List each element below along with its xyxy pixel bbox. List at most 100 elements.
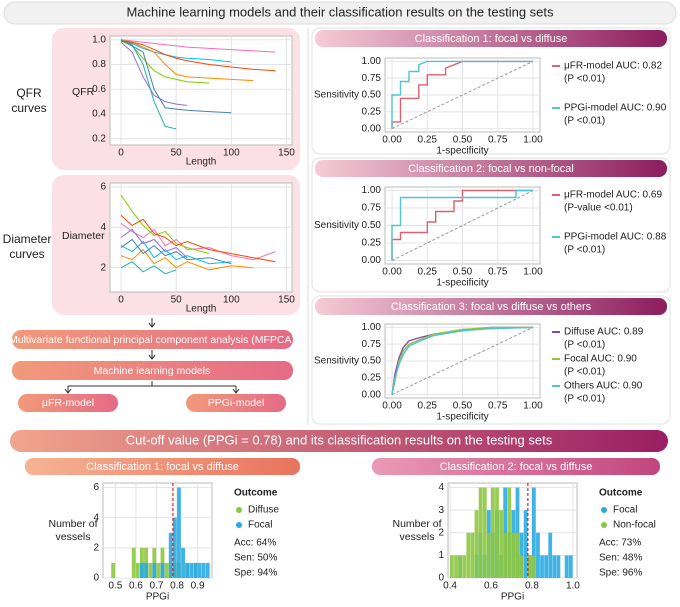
panel-title: Classification 2: focal vs non-focal — [408, 163, 574, 175]
y-tick-label: 2 — [100, 262, 106, 273]
x-axis-label: Length — [186, 304, 217, 315]
y-axis-label: Sensitivity — [314, 90, 359, 101]
x-tick-label: 0.50 — [453, 401, 473, 412]
x-tick-label: 0.50 — [453, 135, 473, 146]
chance-line — [391, 190, 534, 261]
legend-title: Outcome — [599, 488, 643, 499]
y-tick-label: 0.00 — [362, 123, 382, 134]
flow-label: Multivariate functional principal compon… — [9, 334, 295, 346]
plot-area — [109, 182, 293, 293]
legend-label: Focal AUC: 0.90 — [564, 354, 637, 365]
x-tick-label: 0.8 — [525, 581, 539, 592]
x-tick-label: 100 — [223, 148, 240, 159]
bar — [523, 510, 528, 578]
y-tick-label: 0.25 — [362, 106, 382, 117]
legend-swatch — [236, 522, 242, 528]
x-tick-label: 0.6 — [129, 581, 143, 592]
legend-label: Others AUC: 0.90 — [564, 381, 643, 392]
series-line — [120, 228, 188, 259]
x-tick-label: 0.50 — [453, 267, 473, 278]
bar — [152, 562, 157, 578]
section-title: Cut-off value (PPGi = 0.78) and its clas… — [126, 432, 553, 447]
bar — [474, 510, 479, 578]
arrows — [64, 318, 240, 394]
bar — [131, 547, 136, 578]
bar — [564, 555, 569, 578]
series-line — [391, 189, 533, 261]
bar — [556, 555, 561, 578]
y-tick-label: 6 — [93, 482, 99, 493]
bar — [503, 532, 508, 578]
y-axis-label: Number of vessels — [48, 518, 98, 543]
x-tick-label: 0.6 — [484, 581, 498, 592]
x-tick-label: 0.00 — [382, 401, 402, 412]
series-line — [120, 240, 232, 265]
legend-note: (P <0.01) — [564, 74, 605, 85]
stat-label: Acc: 64% — [234, 538, 276, 549]
bar — [519, 555, 524, 578]
bar — [185, 562, 190, 578]
y-tick-label: 2 — [438, 527, 444, 538]
bar — [507, 487, 512, 578]
legend-swatch — [601, 522, 607, 528]
legend-label: Focal — [613, 505, 637, 516]
bar — [462, 555, 467, 578]
panel-title: Classification 1: focal vs diffuse — [415, 33, 568, 45]
panel-header — [372, 458, 660, 475]
x-tick-label: 100 — [223, 295, 240, 306]
bar — [205, 562, 210, 578]
series-line — [391, 189, 533, 261]
bar — [466, 532, 471, 578]
x-tick-label: 150 — [278, 295, 295, 306]
bar — [160, 562, 165, 578]
bar — [552, 555, 557, 578]
series-line — [120, 248, 254, 271]
y-tick-label: 1 — [438, 550, 444, 561]
bar — [470, 532, 475, 578]
bar — [177, 487, 181, 578]
x-tick-label: 1.00 — [523, 135, 543, 146]
bar — [144, 562, 148, 578]
x-tick-label: 0.5 — [108, 581, 122, 592]
y-tick-label: 0.8 — [92, 59, 106, 70]
y-axis-label: Diameter — [62, 230, 105, 242]
bar — [531, 487, 536, 578]
y-tick-label: 0.4 — [92, 109, 106, 120]
bar — [540, 555, 544, 578]
stat-label: Spe: 94% — [234, 568, 277, 579]
x-tick-label: 0.75 — [488, 267, 508, 278]
series-line — [120, 39, 232, 114]
model-box — [18, 394, 118, 412]
x-tick-label: 0.75 — [488, 135, 508, 146]
bar — [454, 555, 458, 578]
y-axis-label: Sensitivity — [314, 220, 359, 231]
bar — [491, 487, 495, 578]
series-line — [120, 40, 276, 72]
stat-label: Sen: 50% — [234, 553, 277, 564]
legend-label: Diffuse AUC: 0.89 — [564, 327, 644, 338]
legend-note: (P <0.01) — [564, 340, 605, 351]
x-tick-label: 50 — [171, 295, 183, 306]
x-tick-label: 50 — [171, 148, 183, 159]
legend-note: (P <0.01) — [564, 367, 605, 378]
x-tick-label: 0.75 — [488, 401, 508, 412]
bar — [135, 562, 140, 578]
x-tick-label: 150 — [278, 148, 295, 159]
x-tick-label: 0.25 — [418, 135, 438, 146]
y-tick-label: 4 — [100, 222, 106, 233]
x-axis-label: PPGi — [501, 592, 524, 603]
legend-label: μFR-model AUC: 0.82 — [564, 61, 662, 72]
bar — [148, 562, 153, 578]
series-line — [391, 60, 533, 129]
series-line — [120, 39, 177, 130]
legend-note: (P <0.01) — [564, 116, 605, 127]
series-line — [120, 194, 210, 255]
series-line — [120, 214, 276, 263]
x-tick-label: 0.9 — [191, 581, 205, 592]
y-tick-label: 1.00 — [362, 56, 382, 67]
y-axis-label: Sensitivity — [314, 356, 359, 367]
y-tick-label: 0.00 — [362, 389, 382, 400]
legend-note: (P-value <0.01) — [564, 203, 633, 214]
bar — [495, 487, 499, 578]
